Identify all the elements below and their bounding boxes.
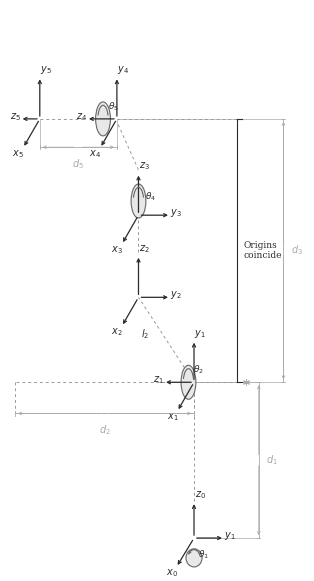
Text: $z_4$: $z_4$ bbox=[76, 111, 87, 123]
Text: $z_2$: $z_2$ bbox=[139, 243, 150, 254]
Text: $y_2$: $y_2$ bbox=[170, 289, 181, 301]
Text: $\theta_1$: $\theta_1$ bbox=[198, 549, 209, 561]
Text: $x_5$: $x_5$ bbox=[12, 148, 24, 160]
Text: $\theta_2$: $\theta_2$ bbox=[193, 364, 204, 376]
Text: $z_0$: $z_0$ bbox=[195, 489, 206, 501]
Text: $x_2$: $x_2$ bbox=[111, 327, 123, 338]
Text: $z_5$: $z_5$ bbox=[10, 111, 20, 123]
Text: $l_2$: $l_2$ bbox=[141, 327, 149, 341]
Ellipse shape bbox=[96, 102, 111, 136]
Ellipse shape bbox=[181, 365, 196, 399]
Text: $\theta_4$: $\theta_4$ bbox=[145, 191, 156, 203]
Text: $x_3$: $x_3$ bbox=[111, 245, 123, 256]
Text: $d_3$: $d_3$ bbox=[291, 243, 303, 257]
Text: $z_3$: $z_3$ bbox=[139, 160, 150, 173]
Text: Origins
coincide: Origins coincide bbox=[244, 241, 283, 260]
Text: $y_4$: $y_4$ bbox=[117, 64, 129, 76]
Text: $y_3$: $y_3$ bbox=[170, 207, 181, 219]
Text: $y_1$: $y_1$ bbox=[194, 328, 206, 339]
Text: $y_1$: $y_1$ bbox=[224, 530, 235, 542]
Text: $\theta_5$: $\theta_5$ bbox=[108, 100, 119, 113]
Text: $x_1$: $x_1$ bbox=[167, 411, 178, 424]
Text: $y_5$: $y_5$ bbox=[40, 64, 52, 76]
Ellipse shape bbox=[186, 549, 202, 567]
Text: $d_2$: $d_2$ bbox=[99, 424, 111, 437]
Text: $x_0$: $x_0$ bbox=[165, 567, 177, 579]
Text: $d_5$: $d_5$ bbox=[73, 157, 84, 171]
Ellipse shape bbox=[131, 184, 146, 218]
Text: $x_4$: $x_4$ bbox=[89, 148, 101, 160]
Text: $z_1$: $z_1$ bbox=[153, 374, 164, 386]
Text: $d_1$: $d_1$ bbox=[267, 453, 278, 467]
